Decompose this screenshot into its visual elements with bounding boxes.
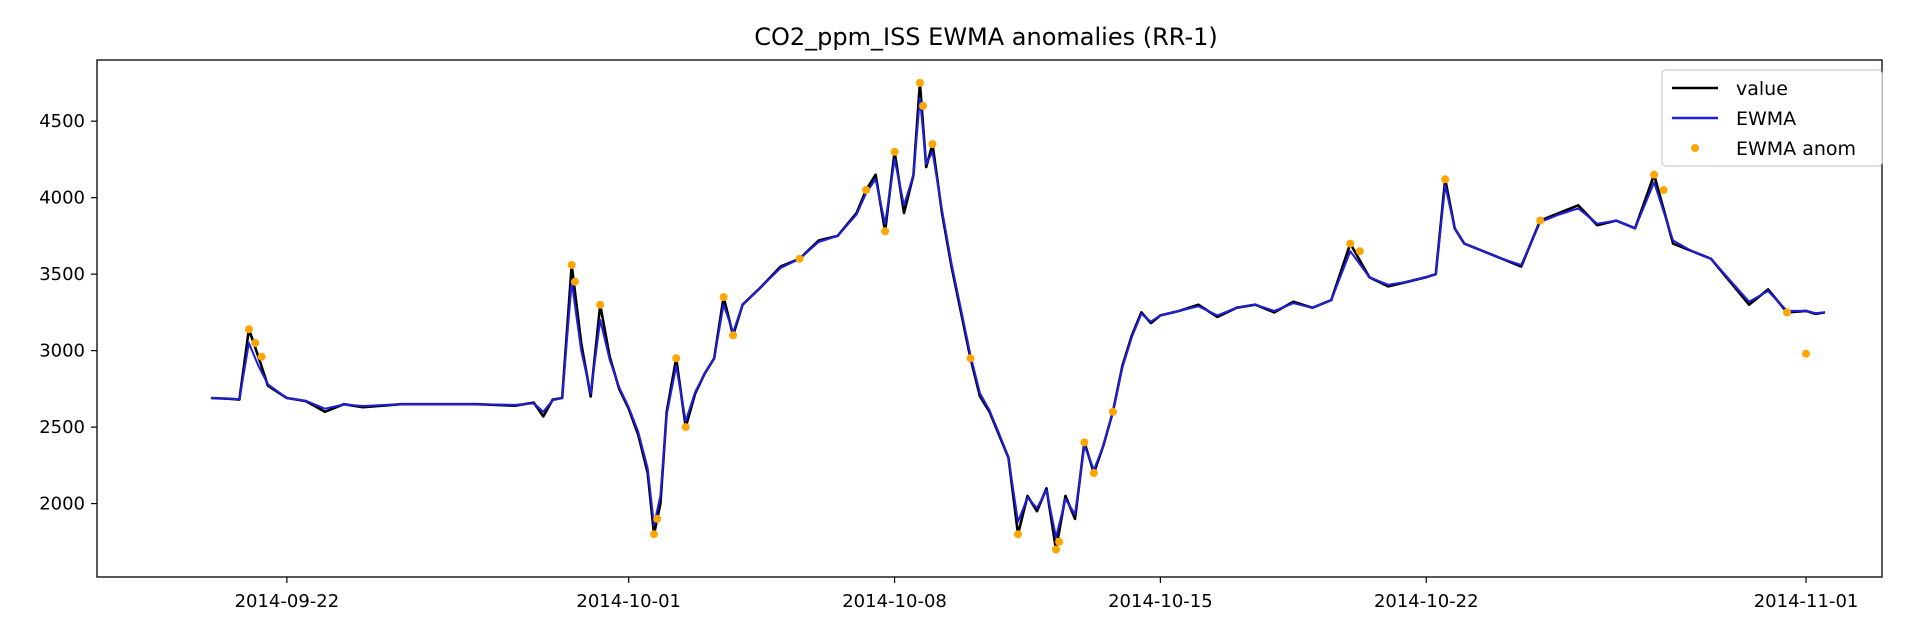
anomaly-point [251,339,260,347]
anomaly-point [653,514,662,523]
legend-label-ewma: EWMA [1736,108,1796,130]
legend: value EWMA EWMA anom [1661,69,1883,167]
anomaly-point [681,423,690,432]
anomaly-point [1108,407,1117,416]
anomaly-point [672,354,681,363]
y-axis: 2000 2500 3000 3500 4000 4500 [39,111,97,515]
y-tick-label: 2000 [39,494,85,515]
x-tick-label: 2014-09-22 [235,591,340,612]
x-tick-label: 2014-10-08 [842,591,947,612]
anomaly-point [1650,170,1659,179]
anomaly-point [966,354,975,363]
anomaly-point [1355,247,1364,256]
legend-box [1661,69,1883,167]
anomaly-point [1014,530,1022,539]
y-tick-label: 3000 [39,341,85,362]
plot-area [210,78,1826,554]
y-tick-label: 4500 [39,111,85,132]
x-tick-label: 2014-10-22 [1374,591,1479,612]
anomaly-point [881,227,890,236]
chart-title: CO2_ppm_ISS EWMA anomalies (RR-1) [754,23,1218,51]
x-tick-label: 2014-10-15 [1108,591,1213,612]
anomaly-point [567,261,576,269]
legend-marker-ewma-anom [1691,144,1699,152]
legend-label-value: value [1736,78,1788,100]
y-tick-label: 2500 [39,417,85,438]
anomaly-point [729,331,738,340]
anomaly-point [1346,239,1355,248]
anomaly-point [890,147,899,156]
anomaly-point [1089,469,1098,477]
legend-label-ewma-anom: EWMA anom [1736,138,1856,160]
anomaly-point [862,186,871,194]
anomaly-point [1055,537,1064,546]
anomaly-point [257,352,266,361]
anomaly-point [719,293,728,302]
anomaly-point [915,78,924,87]
anomaly-point [919,101,927,110]
anomaly-point [1052,545,1060,554]
anomaly-point [1441,175,1450,184]
series-line-value [210,81,1826,551]
anomaly-point [1080,438,1089,447]
x-axis: 2014-09-22 2014-10-01 2014-10-08 2014-10-15… [235,577,1859,612]
anomaly-point [570,277,579,286]
anomaly-point [1783,308,1792,317]
anomaly-point [244,325,253,334]
anomaly-point [1536,216,1545,225]
anomaly-point [1659,186,1668,194]
x-tick-label: 2014-11-01 [1754,591,1859,612]
anomaly-point [795,254,804,263]
series-line-ewma [210,97,1826,539]
y-tick-label: 3500 [39,264,85,285]
anomaly-point [650,530,658,539]
x-tick-label: 2014-10-01 [576,591,681,612]
anomaly-point [596,300,605,309]
anomaly-point [1802,349,1810,358]
y-tick-label: 4000 [39,188,85,209]
anomaly-point [928,140,937,149]
plot-frame [96,59,1883,578]
